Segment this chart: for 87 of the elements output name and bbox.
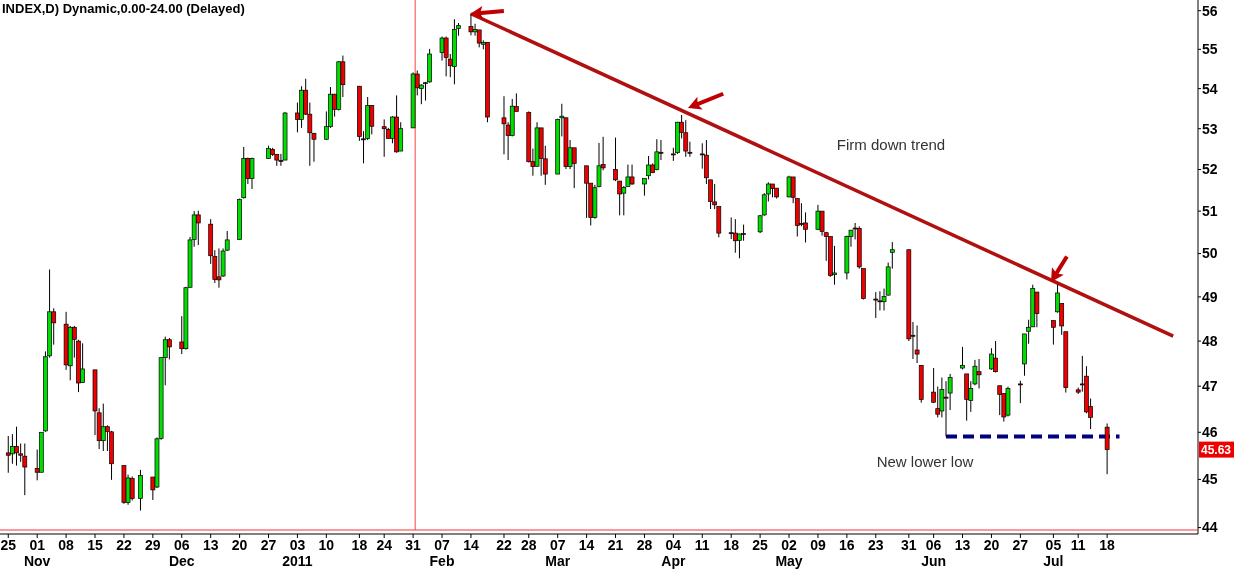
y-tick-label: 52 xyxy=(1202,161,1218,178)
y-tick-label: 47 xyxy=(1202,378,1218,395)
candlestick xyxy=(80,342,85,384)
x-tick-label: 13 xyxy=(202,537,219,553)
x-tick-label: 11 xyxy=(1070,537,1086,553)
x-tick-label: 28 xyxy=(636,537,653,553)
x-tick-label: 22 xyxy=(496,537,512,553)
x-tick-label: 10 xyxy=(318,537,335,553)
annotation: Firm down trend xyxy=(836,136,946,154)
x-tick-label: 07 Mar xyxy=(545,537,571,569)
x-tick-label: 02 May xyxy=(775,537,803,569)
candlestick xyxy=(571,147,577,189)
candlestick xyxy=(369,104,375,135)
candlestick xyxy=(799,202,804,227)
candlestick xyxy=(815,204,821,231)
x-tick-label: 14 xyxy=(578,537,595,553)
candlestick xyxy=(167,337,172,360)
candlestick xyxy=(1051,320,1056,346)
x-tick-label: 07 Feb xyxy=(429,537,455,569)
x-tick-label: 05 Jul xyxy=(1043,537,1064,569)
candlestick xyxy=(873,291,879,319)
x-tick-label: 08 xyxy=(58,537,75,553)
x-tick-label: 21 xyxy=(607,537,624,553)
x-tick-label: 01 Nov xyxy=(23,537,51,569)
x-tick-label: 28 xyxy=(520,537,537,553)
candlestick xyxy=(997,385,1003,416)
text: 45.63 xyxy=(1201,442,1232,457)
x-tick-label: 24 xyxy=(376,537,393,553)
y-tick-label: 56 xyxy=(1202,2,1218,19)
candlestick xyxy=(249,157,255,190)
y-tick-label: 49 xyxy=(1202,288,1218,305)
x-tick-label: 31 xyxy=(405,537,422,553)
y-tick-label: 46 xyxy=(1202,424,1218,441)
y-tick-label: 50 xyxy=(1202,245,1218,262)
x-tick-label: 06 Jun xyxy=(921,537,947,569)
candlestick xyxy=(728,216,734,240)
candlestick xyxy=(732,218,738,254)
x-tick-label: 06 Dec xyxy=(168,537,195,569)
candlestick xyxy=(439,35,445,62)
x-tick-label: 18 xyxy=(351,537,368,553)
candlestick xyxy=(22,443,28,496)
chart-title: INDEX,D) Dynamic,0.00-24.00 (Delayed) xyxy=(2,1,245,16)
x-tick-label: 03 2011 xyxy=(282,537,313,569)
candlestick xyxy=(5,435,11,474)
candlestick xyxy=(976,358,982,389)
x-tick-label: 27 xyxy=(260,537,277,553)
x-tick-label: 15 xyxy=(87,537,104,553)
candlestick xyxy=(584,165,589,219)
x-tick-label: 25 xyxy=(0,537,17,553)
candlestick xyxy=(1104,422,1110,475)
x-tick-label: 25 xyxy=(752,537,769,553)
x-tick-label: 14 xyxy=(463,537,479,553)
x-tick-label: 18 xyxy=(1099,537,1116,553)
x-tick-label: 31 xyxy=(901,537,917,553)
candlestick xyxy=(819,210,825,237)
candlestick xyxy=(443,35,449,77)
x-tick-label: 18 xyxy=(723,537,740,553)
annotation: New lower low xyxy=(876,453,974,471)
y-tick-label: 55 xyxy=(1202,41,1218,58)
x-tick-label: 13 xyxy=(954,537,971,553)
candlestick xyxy=(14,426,19,467)
candlestick xyxy=(468,13,474,36)
candlestick xyxy=(129,476,135,501)
x-tick-label: 29 xyxy=(145,537,161,553)
candlestick xyxy=(914,325,920,364)
y-tick-label: 48 xyxy=(1202,332,1218,349)
candlestick xyxy=(654,138,660,171)
y-tick-label: 45 xyxy=(1202,471,1218,488)
y-tick-label: 54 xyxy=(1202,80,1218,97)
x-tick-label: 27 xyxy=(1012,537,1029,553)
x-tick-label: 09 xyxy=(810,537,826,553)
x-tick-label: 23 xyxy=(867,537,884,553)
candlestick xyxy=(138,469,143,512)
x-tick-label: 20 xyxy=(231,537,248,553)
x-tick-label: 16 xyxy=(839,537,855,553)
candlestick xyxy=(629,164,635,186)
y-tick-label: 53 xyxy=(1202,120,1218,137)
x-tick-label: 20 xyxy=(983,537,1000,553)
candlestick xyxy=(683,119,689,158)
x-tick-label: 04 Apr xyxy=(661,537,686,569)
y-tick-label: 51 xyxy=(1202,203,1218,220)
candlestick xyxy=(993,340,998,374)
x-tick-label: 22 xyxy=(116,537,132,553)
candlestick xyxy=(1018,380,1023,404)
x-tick-label: 11 xyxy=(694,537,710,553)
y-tick-label: 44 xyxy=(1202,519,1218,536)
candlestick xyxy=(1034,291,1040,328)
